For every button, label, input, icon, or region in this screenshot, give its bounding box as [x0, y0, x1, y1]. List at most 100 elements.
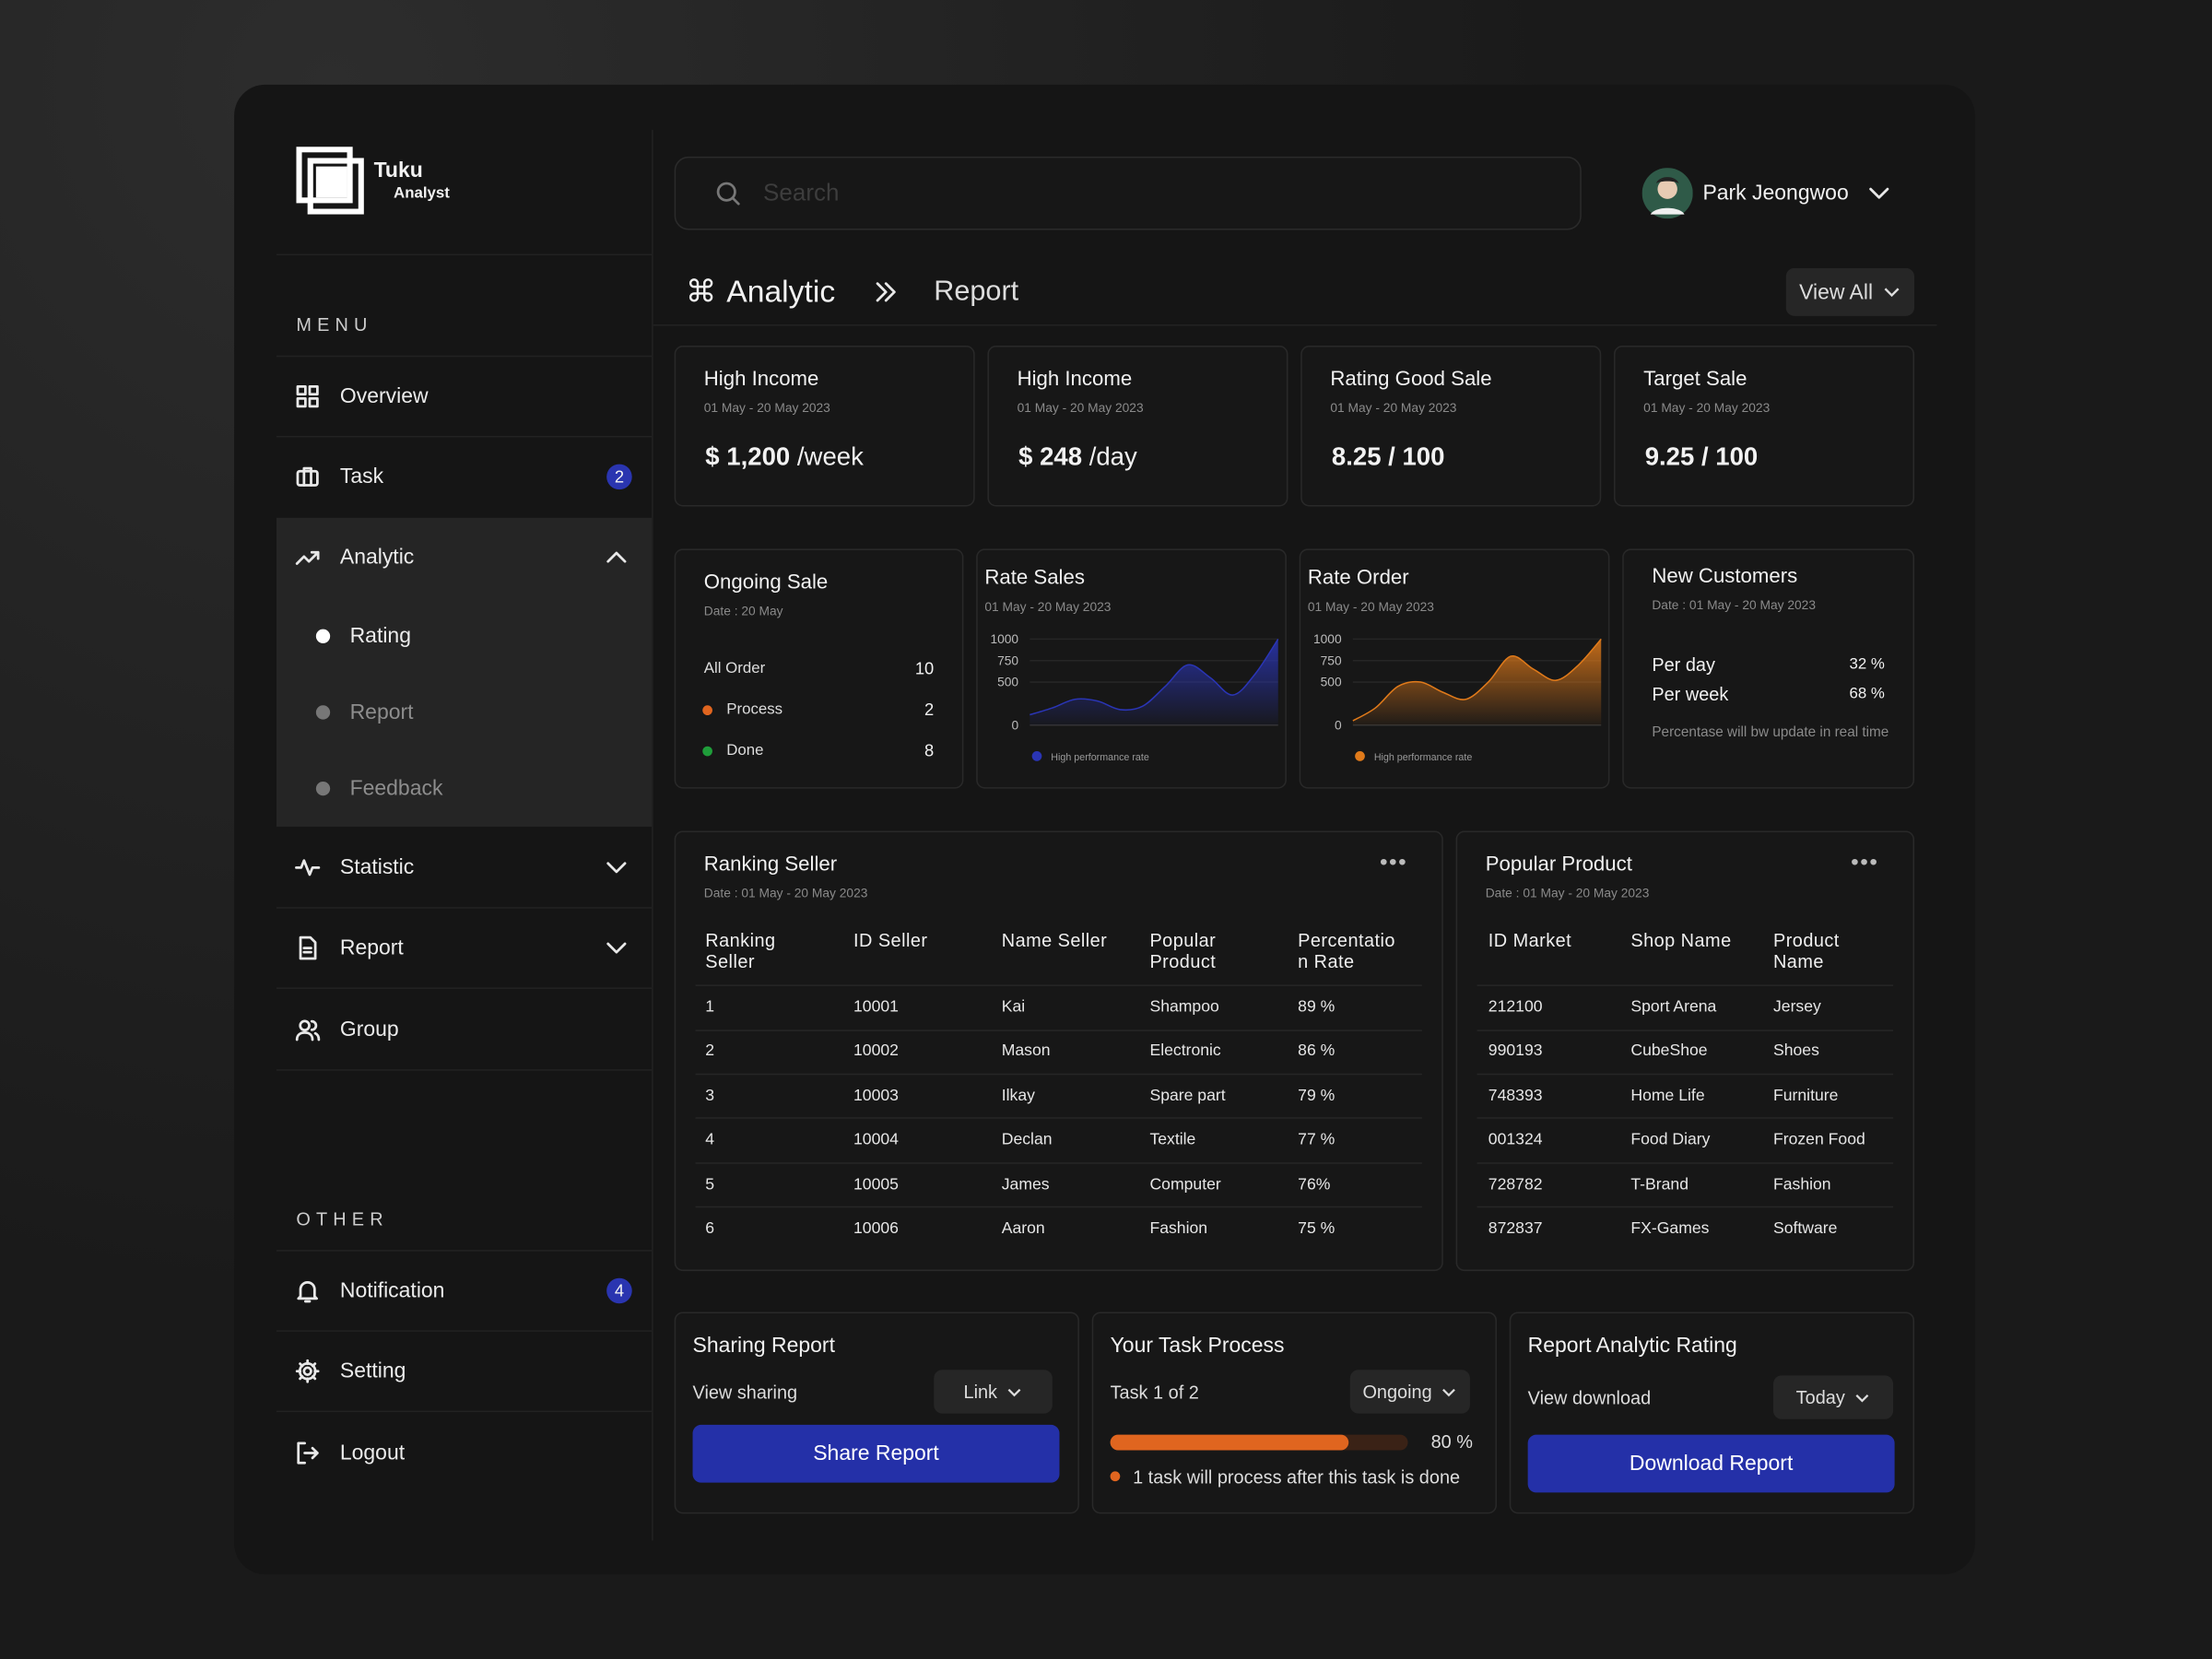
menu-item[interactable]: Overview	[339, 384, 429, 409]
row-label: All Order	[703, 660, 766, 677]
table-cell: 10006	[853, 1219, 899, 1238]
row-label: Per day	[1652, 653, 1715, 676]
dot	[315, 781, 331, 796]
chart-title: Rate Sales	[984, 567, 1085, 590]
stat-value: 8.25 / 100	[1332, 442, 1445, 472]
table-cell: Shampoo	[1149, 998, 1219, 1017]
table-cell: 86 %	[1298, 1042, 1335, 1061]
table-cell: 79 %	[1298, 1087, 1335, 1105]
column-header: Product Name	[1772, 929, 1840, 972]
icon-report	[299, 935, 317, 960]
table-cell: Food Diary	[1630, 1131, 1711, 1149]
divider	[276, 435, 653, 438]
ongoing-card	[674, 548, 964, 789]
table-cell: 75 %	[1298, 1219, 1335, 1238]
menu-item[interactable]: Group	[339, 1018, 399, 1042]
card-title: Target Sale	[1643, 368, 1747, 391]
icon-group	[295, 1019, 321, 1041]
search-box[interactable]	[674, 156, 1582, 230]
row-value: 32 %	[1849, 655, 1885, 674]
active-group	[276, 517, 653, 827]
breadcrumb-section[interactable]: Analytic	[726, 273, 836, 310]
table-cell: 10005	[853, 1175, 899, 1194]
table-cell: Shoes	[1772, 1042, 1819, 1061]
more-menu[interactable]: •••	[1851, 850, 1879, 875]
dot	[702, 745, 712, 756]
card-title: High Income	[703, 368, 819, 391]
column-header: Name Seller	[1001, 929, 1108, 951]
table-cell: 728782	[1488, 1175, 1543, 1194]
submenu-item[interactable]: Rating	[349, 624, 411, 649]
row-line	[1477, 1117, 1894, 1120]
table-cell: Computer	[1149, 1175, 1221, 1194]
select-value: Link	[963, 1381, 998, 1403]
menu-item[interactable]: Logout	[339, 1441, 406, 1465]
badge: 2	[606, 464, 632, 490]
table-cell: 748393	[1488, 1087, 1543, 1105]
card-date: Date : 20 May	[703, 604, 783, 618]
table-cell: T-Brand	[1630, 1175, 1689, 1194]
menu-item[interactable]: Statistic	[339, 855, 415, 880]
table-cell: Kai	[1001, 998, 1026, 1017]
table-cell: 4	[705, 1131, 715, 1149]
table-cell: 6	[705, 1219, 715, 1238]
divider	[276, 1330, 653, 1332]
select[interactable]: Link	[934, 1370, 1053, 1414]
chart-title: Rate Order	[1307, 567, 1409, 590]
menu-item[interactable]: Report	[339, 935, 404, 960]
row-line	[695, 1073, 1422, 1076]
divider	[276, 907, 653, 909]
card-title: Ranking Seller	[703, 853, 838, 877]
table-cell: FX-Games	[1630, 1219, 1710, 1238]
dot	[315, 705, 331, 720]
button-label: View All	[1799, 279, 1874, 304]
table-cell: Aaron	[1001, 1219, 1045, 1238]
avatar[interactable]	[1641, 168, 1693, 219]
menu-item[interactable]: Setting	[339, 1359, 406, 1383]
table-card	[674, 830, 1443, 1272]
table-cell: 5	[705, 1175, 715, 1194]
badge: 4	[606, 1277, 632, 1304]
card-title: Ongoing Sale	[703, 571, 829, 594]
icon-statistic	[295, 859, 321, 877]
submenu-item[interactable]: Report	[349, 700, 414, 724]
menu-item[interactable]: Analytic	[339, 545, 415, 570]
select[interactable]: Ongoing	[1349, 1370, 1470, 1414]
row-label: Per week	[1652, 683, 1729, 705]
share-button[interactable]: Share Report	[692, 1424, 1060, 1483]
divider	[276, 1250, 653, 1252]
table-cell: 10002	[853, 1042, 899, 1061]
submenu-item[interactable]: Feedback	[349, 776, 443, 801]
card-title: Popular Product	[1485, 853, 1632, 877]
menu-item[interactable]: Task	[339, 465, 384, 489]
view-all-button[interactable]: View All	[1785, 267, 1915, 316]
icon-chevron-down	[1883, 288, 1899, 298]
user-name[interactable]: Park Jeongwoo	[1702, 181, 1849, 206]
table-cell: Fashion	[1149, 1219, 1208, 1238]
download-button[interactable]: Download Report	[1527, 1434, 1895, 1493]
brand-tagline: Analyst	[394, 184, 450, 202]
table-cell: Furniture	[1772, 1087, 1839, 1105]
table-cell: 001324	[1488, 1131, 1543, 1149]
chart-subtitle: 01 May - 20 May 2023	[984, 599, 1112, 614]
stat-value: $ 248/day	[1018, 442, 1137, 472]
unit: /week	[796, 441, 864, 471]
row-line	[695, 1029, 1422, 1031]
table-cell: 872837	[1488, 1219, 1543, 1238]
brand-name: Tuku	[373, 159, 423, 183]
select[interactable]: Today	[1772, 1375, 1894, 1419]
row-line	[1477, 984, 1894, 986]
progress-label: 80 %	[1430, 1430, 1473, 1453]
icon-chevron-down	[1007, 1388, 1021, 1396]
dot	[1110, 1471, 1121, 1482]
icon-search	[716, 182, 740, 206]
new-customers-card	[1622, 548, 1915, 789]
stat-value: $ 1,200/week	[705, 442, 864, 472]
divider	[276, 253, 653, 256]
card-date: Date : 01 May - 20 May 2023	[1652, 597, 1816, 613]
column-header: Shop Name	[1630, 929, 1732, 951]
menu-item[interactable]: Notification	[339, 1278, 445, 1303]
table-cell: 10004	[853, 1131, 899, 1149]
stat-card	[1614, 345, 1915, 507]
more-menu[interactable]: •••	[1379, 850, 1408, 875]
